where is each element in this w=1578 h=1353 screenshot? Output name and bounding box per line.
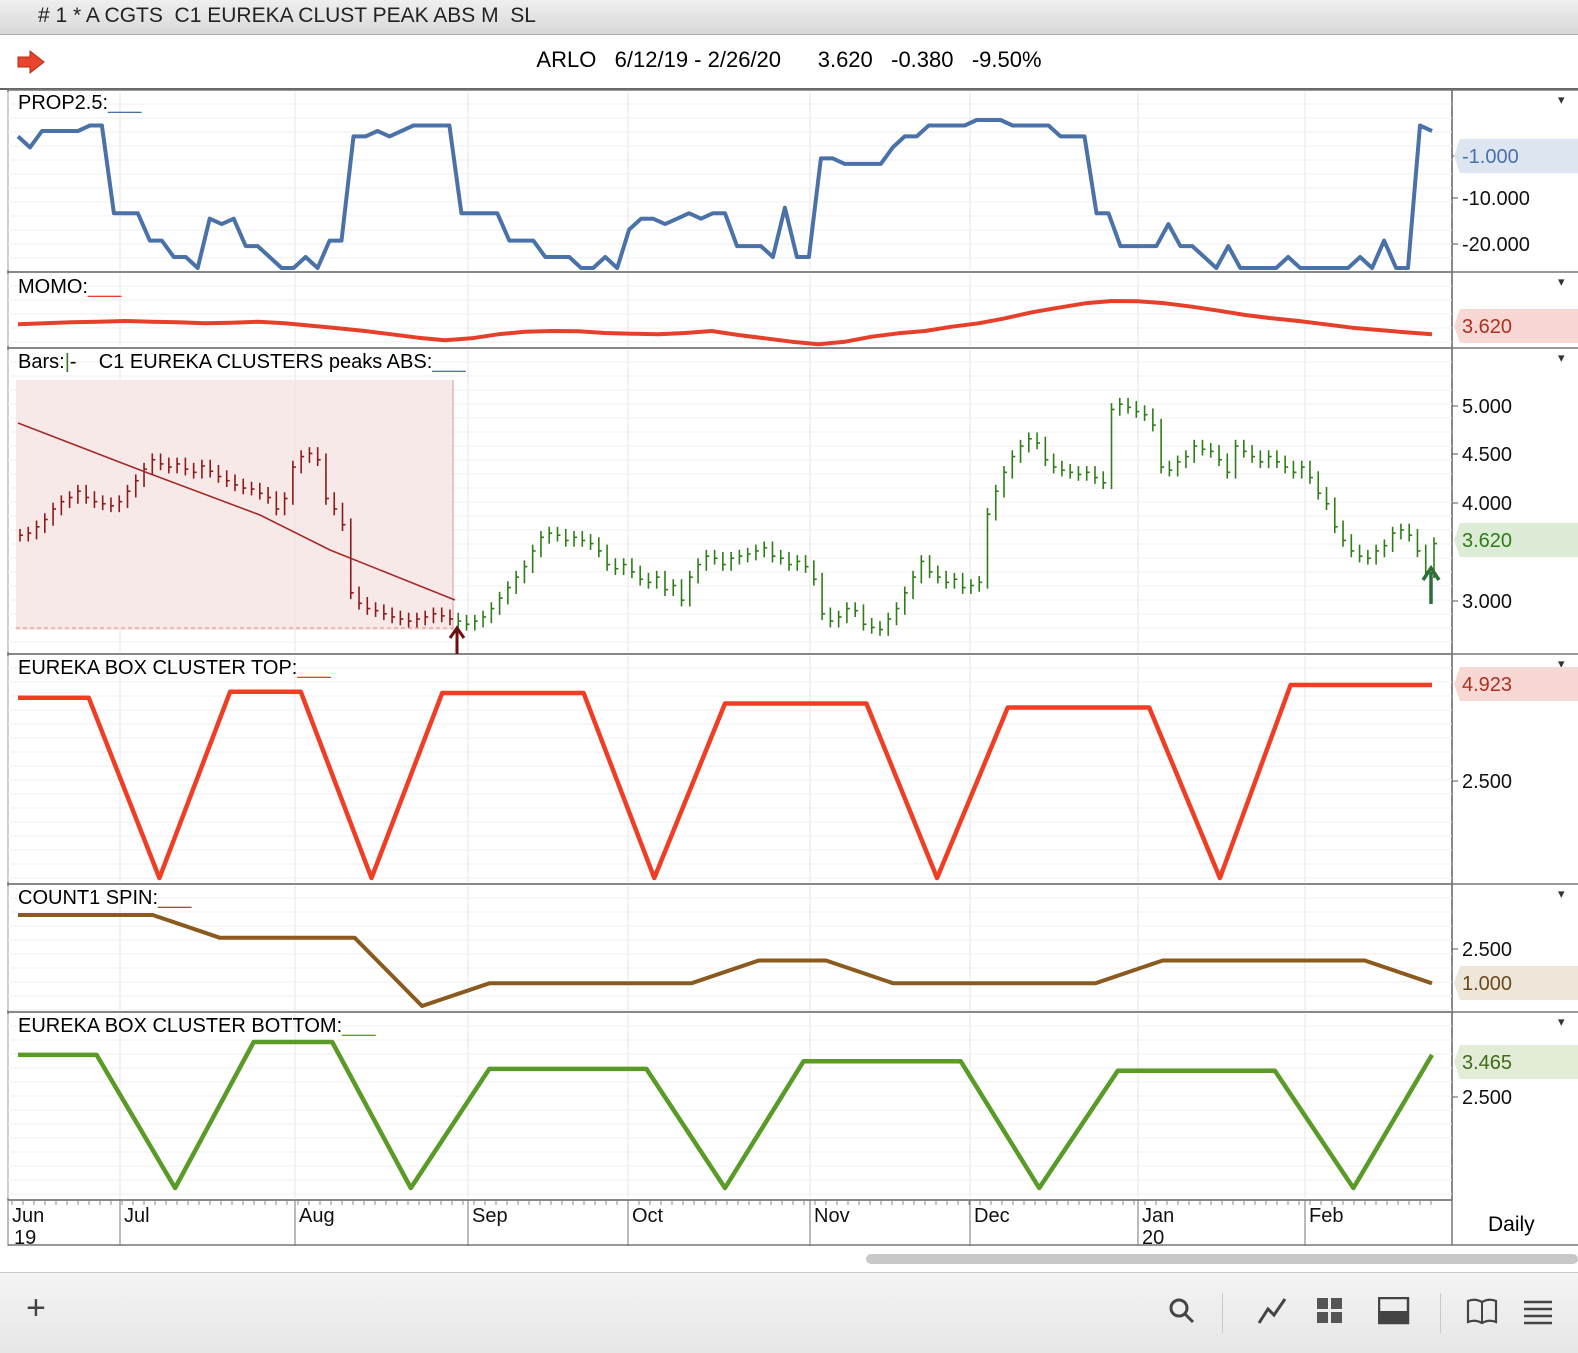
quote-summary: ARLO 6/12/19 - 2/26/20 3.620 -0.380 -9.5… (0, 47, 1578, 73)
period-selector[interactable]: Daily (1488, 1213, 1535, 1236)
last-price: 3.620 (817, 47, 873, 72)
axis-tick-label: -20.000 (1462, 234, 1530, 256)
value-tag-label: 1.000 (1462, 973, 1512, 995)
panel-frame (7, 89, 1453, 273)
series-line-5 (18, 1039, 1434, 1191)
value-tag-label: 3.465 (1462, 1052, 1512, 1074)
axis-tick-label: 2.500 (1462, 1087, 1512, 1109)
net-change: -0.380 (891, 47, 954, 72)
menu-icon[interactable] (1522, 1297, 1554, 1325)
x-month-label: Jul (124, 1205, 150, 1227)
series-line-3 (18, 682, 1432, 881)
x-month-label: Nov (814, 1205, 850, 1227)
grid-icon[interactable] (1316, 1297, 1344, 1325)
x-month-label: Oct (632, 1205, 664, 1227)
line-chart-icon[interactable] (1256, 1295, 1288, 1327)
date-range: 6/12/19 - 2/26/20 (614, 47, 782, 72)
chart-area[interactable]: ▾▾▾▾▾▾-1.000-10.000-20.000-1.0003.6205.0… (0, 0, 1578, 1272)
panel-label-cluster-bottom: EUREKA BOX CLUSTER BOTTOM:___ (18, 1015, 376, 1037)
signal-arrow-up-icon (1421, 564, 1441, 604)
trend-line (17, 422, 456, 601)
series-line-0 (16, 118, 1433, 270)
axis-tick-label: -10.000 (1462, 188, 1530, 210)
x-year-label: 19 (14, 1227, 36, 1249)
toolbar-divider (1440, 1293, 1441, 1333)
value-tag (1454, 966, 1578, 1000)
axis-tick-label: 2.500 (1462, 939, 1512, 961)
panel-menu-icon: ▾ (1558, 350, 1565, 365)
pct-change: -9.50% (971, 47, 1042, 72)
axis-tick-label: 5.000 (1462, 396, 1512, 418)
signal-arrow-up-icon (448, 625, 466, 654)
toolbar-divider (1222, 1293, 1223, 1333)
quote-header: ARLO 6/12/19 - 2/26/20 3.620 -0.380 -9.5… (0, 35, 1578, 90)
panel-frame (7, 883, 1453, 1013)
panel-menu-icon: ▾ (1558, 886, 1565, 901)
panel-label-momo: MOMO:___ (18, 276, 122, 298)
panel-menu-icon: ▾ (1558, 656, 1565, 671)
axis-tick-label: 2.500 (1462, 771, 1512, 793)
x-month-label: Aug (299, 1205, 335, 1227)
x-month-label: Feb (1309, 1205, 1343, 1227)
panel-menu-icon: ▾ (1558, 92, 1565, 107)
value-tag (1454, 1045, 1578, 1079)
x-month-label: Sep (472, 1205, 508, 1227)
value-tag (1454, 523, 1578, 557)
x-month-label: Dec (974, 1205, 1010, 1227)
panel-label-count1: COUNT1 SPIN:___ (18, 887, 192, 909)
panel-menu-icon: ▾ (1558, 1014, 1565, 1029)
window-titlebar: # 1 * A CGTS C1 EUREKA CLUST PEAK ABS M … (0, 0, 1578, 35)
search-icon[interactable] (1168, 1297, 1196, 1325)
series-line-1 (17, 299, 1433, 347)
value-tag (1454, 667, 1578, 701)
x-year-label: 20 (1142, 1227, 1164, 1249)
panel-menu-icon: ▾ (1558, 274, 1565, 289)
axis-tick-label: 4.500 (1462, 444, 1512, 466)
value-tag-label: 4.923 (1462, 674, 1512, 696)
value-tag (1454, 309, 1578, 343)
axis-tick-label: 4.000 (1462, 493, 1512, 515)
panel-label-cluster-top: EUREKA BOX CLUSTER TOP:___ (18, 657, 331, 679)
book-icon[interactable] (1466, 1297, 1498, 1325)
x-month-label: Jun (12, 1205, 44, 1227)
panel-frame (7, 271, 1453, 349)
horizontal-scrollbar[interactable] (866, 1254, 1578, 1264)
panel-layout-icon[interactable] (1378, 1297, 1410, 1325)
value-tag-label: 3.620 (1462, 316, 1512, 338)
panel-label-prop: PROP2.5:___ (18, 92, 142, 114)
bottom-toolbar: + (0, 1272, 1578, 1353)
value-tag-label: 3.620 (1462, 530, 1512, 552)
value-tag (1454, 139, 1578, 173)
add-plus-icon[interactable]: + (26, 1289, 46, 1327)
value-tag-label: -1.000 (1462, 146, 1519, 168)
axis-tick-label: 3.000 (1462, 591, 1512, 613)
window-title: # 1 * A CGTS C1 EUREKA CLUST PEAK ABS M … (38, 4, 536, 27)
series-line-4 (18, 913, 1433, 1008)
panel-label-bars: Bars:|- C1 EUREKA CLUSTERS peaks ABS:___ (18, 351, 466, 373)
red-arrow-icon[interactable] (16, 49, 46, 75)
symbol: ARLO (536, 47, 597, 72)
x-month-label: Jan (1142, 1205, 1174, 1227)
